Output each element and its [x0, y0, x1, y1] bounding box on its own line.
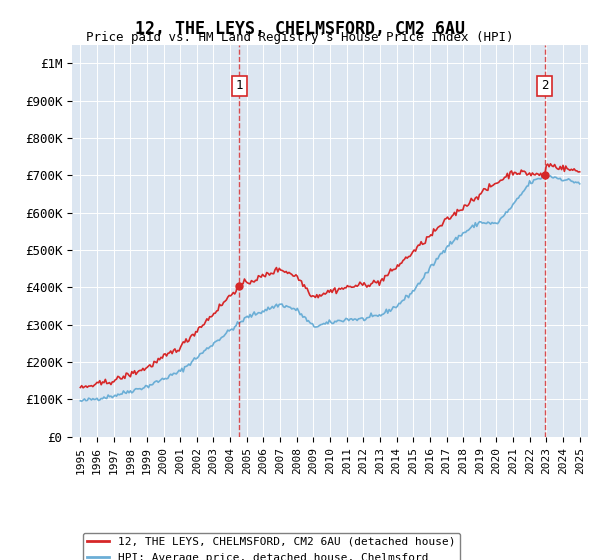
- Text: 1: 1: [236, 80, 243, 92]
- Text: 2: 2: [541, 80, 548, 92]
- Legend: 12, THE LEYS, CHELMSFORD, CM2 6AU (detached house), HPI: Average price, detached: 12, THE LEYS, CHELMSFORD, CM2 6AU (detac…: [83, 533, 460, 560]
- Text: Price paid vs. HM Land Registry's House Price Index (HPI): Price paid vs. HM Land Registry's House …: [86, 31, 514, 44]
- Text: 12, THE LEYS, CHELMSFORD, CM2 6AU: 12, THE LEYS, CHELMSFORD, CM2 6AU: [135, 20, 465, 38]
